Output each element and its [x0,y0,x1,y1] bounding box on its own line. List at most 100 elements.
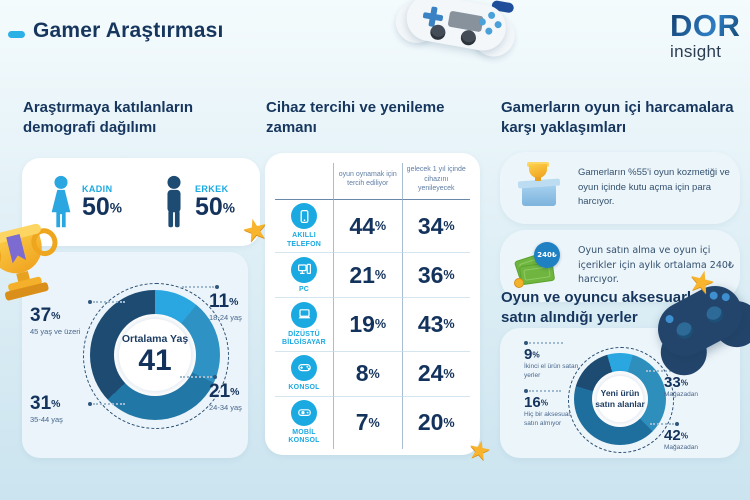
gamepad-stick [459,28,478,47]
acc-callout-label: İkinci el ürün satan yerler [524,363,579,379]
device-table-card: oyun oynamak için tercih ediliyor gelece… [265,153,480,455]
device-label: MOBİL KONSOL [288,428,320,445]
num: 7 [355,409,369,436]
accessories-center-line2: satın alanlar [595,399,645,409]
female-label: KADIN [81,183,113,194]
age-callout-label: 24-34 yaş [209,403,242,412]
num: 33 [664,374,681,391]
spending-card-text: Oyun satın alma ve oyun içi içerikler iç… [578,244,734,286]
gender-card: KADIN 50% ERKEK 50% [22,158,260,246]
device-row-pc: PC [275,253,333,299]
gamepad-button [720,291,732,303]
percent-sign: % [443,268,455,283]
leader-dot [88,300,92,304]
percent-sign: % [443,415,455,430]
gamepad-illustration-top [387,0,525,92]
device-value: 34% [401,199,470,254]
acc-callout-label: Mağazadan [664,444,698,451]
num: 34 [417,212,444,239]
gamepad-stick [429,23,447,41]
age-callout-label: 35-44 yaş [30,415,63,424]
gamepad-button [478,17,487,26]
male-icon [167,175,181,228]
age-center-value: 41 [138,344,172,378]
percent-sign: % [374,268,387,283]
age-callout-label: 18-24 yaş [209,313,242,322]
device-value: 19% [333,298,402,352]
age-center-label: Ortalama Yaş [121,333,189,346]
age-callout-35-44: 31% 35-44 yaş [30,394,86,425]
age-donut-center: Ortalama Yaş 41 [114,314,196,396]
percent-sign: % [443,219,455,234]
percent-sign: % [229,297,239,309]
percent-sign: % [368,366,380,381]
gamepad-button [494,20,503,29]
demographics-heading-line1: Araştırmaya katılanların [23,99,194,116]
age-callout-num: 31% [30,394,86,413]
spending-card-cosmetics: Gamerların %55'i oyun kozmetiği ve oyun … [500,152,740,224]
age-callout-num: 11% [209,292,247,311]
age-callout-num: 21% [209,382,247,401]
num: 37 [30,305,52,326]
num: 21 [349,261,375,288]
brand-logo-subtext: insight [670,42,722,61]
leader-line [93,403,125,405]
loot-box-trophy-icon [512,162,564,214]
age-chart-card: Ortalama Yaş 41 11% 18-24 yaş 21% 24-34 … [22,252,248,458]
percent-sign: % [680,431,689,441]
device-value: 20% [401,396,471,449]
percent-sign: % [443,317,455,332]
gamepad-stick [703,303,726,326]
accessories-donut-dashed-ring [568,347,674,453]
device-table: oyun oynamak için tercih ediliyor gelece… [275,163,470,449]
gender-female: KADIN 50% [47,174,122,230]
female-icon [51,175,71,228]
device-value: 24% [401,351,470,397]
mobile-console-icon [291,399,317,426]
age-callout-label: 45 yaş ve üzeri [30,327,81,336]
leader-dot [213,375,217,379]
gamepad-button [664,313,675,325]
percent-sign: % [374,219,387,234]
percent-sign: % [109,200,123,216]
brand-logo-text: DOR [670,8,741,43]
device-label: KONSOL [288,383,320,391]
leader-dot [88,402,92,406]
device-value: 43% [401,298,470,352]
accessories-callout-store-33: 33% Mağazadan [664,375,720,400]
leader-line [650,423,674,425]
age-callout-num: 37% [30,306,84,325]
age-callout-24-34: 21% 24-34 yaş [209,382,247,413]
leader-line [180,376,212,378]
device-row-mobile-console: MOBİL KONSOL [275,397,333,449]
num: 36 [417,261,444,288]
device-value: 21% [333,253,402,299]
percent-sign: % [230,387,240,399]
acc-callout-label: Hiç bir aksesuar satın almıyor [524,411,571,427]
male-label: ERKEK [194,183,229,194]
laptop-icon [291,301,317,328]
percent-sign: % [443,366,455,381]
brand-logo: DOR insight [670,10,740,60]
percent-sign: % [540,398,549,408]
device-row-smartphone: AKILLI TELEFON [275,200,333,254]
star-icon: ★ [465,432,495,468]
female-value-num: 50 [81,192,110,221]
percent-sign: % [51,311,61,323]
accessories-donut-center: Yeni ürün satın alanlar [592,371,648,427]
spending-card-text: Gamerların %55'i oyun kozmetiği ve oyun … [578,166,730,208]
percent-sign: % [51,399,61,411]
accessories-callout-none: 16% Hiç bir aksesuar satın almıyor [524,395,584,429]
demographics-heading-line2: demografi dağılımı [23,118,157,136]
device-row-console: KONSOL [275,352,333,397]
age-callout-18-24: 11% 18-24 yaş [209,292,247,323]
gender-male: ERKEK 50% [160,174,235,230]
spending-heading-line2: karşı yaklaşımları [501,118,627,136]
num: 31 [30,393,52,414]
percent-sign: % [222,200,236,216]
device-label: DİZÜSTÜ BİLGİSAYAR [282,330,326,346]
num: 8 [355,360,369,387]
gamepad-body [403,0,510,55]
leader-line [529,390,561,392]
